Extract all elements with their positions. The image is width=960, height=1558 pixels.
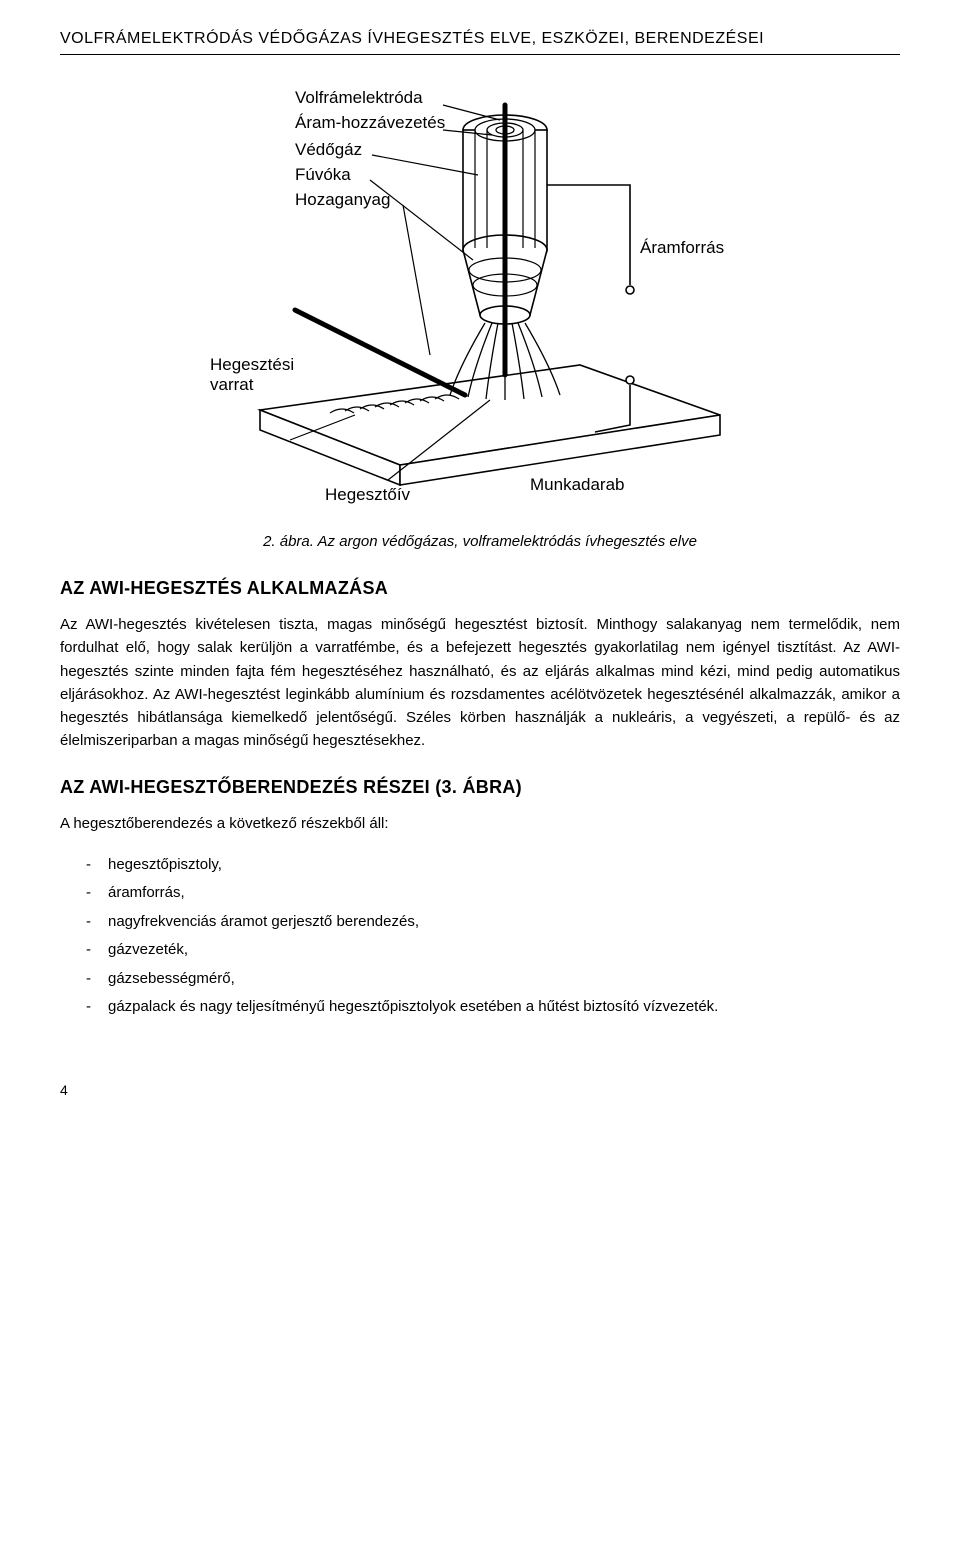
header-rule [60,54,900,55]
list-item: gázsebességmérő, [108,965,900,994]
figure-diagram: Volfrámelektróda Áram-hozzávezetés Védőg… [60,75,900,515]
section1-paragraph: Az AWI-hegesztés kivételesen tiszta, mag… [60,613,900,753]
label-hegesztesi-varrat-2: varrat [210,375,254,394]
welding-diagram-svg: Volfrámelektróda Áram-hozzávezetés Védőg… [200,75,760,515]
label-hegesztesi-varrat-1: Hegesztési [210,355,294,374]
section1-heading: AZ AWI-HEGESZTÉS ALKALMAZÁSA [60,578,900,599]
label-aramforras: Áramforrás [640,238,724,257]
list-item: áramforrás, [108,879,900,908]
label-hozaganyag: Hozaganyag [295,190,390,209]
label-munkadarab: Munkadarab [530,475,625,494]
section2-intro: A hegesztőberendezés a következő részekb… [60,812,900,835]
list-item: gázvezeték, [108,936,900,965]
label-fuvoka: Fúvóka [295,165,351,184]
list-item: gázpalack és nagy teljesítményű hegesztő… [108,993,900,1022]
list-item: hegesztőpisztoly, [108,851,900,880]
figure-caption: 2. ábra. Az argon védőgázas, volframelek… [60,533,900,550]
list-item: nagyfrekvenciás áramot gerjesztő berende… [108,908,900,937]
section2-heading: AZ AWI-HEGESZTŐBERENDEZÉS RÉSZEI (3. ÁBR… [60,777,900,798]
label-aram-hozzavezetes: Áram-hozzávezetés [295,113,445,132]
label-hegesztoiv: Hegesztőív [325,485,411,504]
filler-rod [295,310,465,395]
page-header-title: VOLFRÁMELEKTRÓDÁS VÉDŐGÁZAS ÍVHEGESZTÉS … [60,30,900,48]
label-volframelektroda: Volfrámelektróda [295,88,423,107]
page-number: 4 [60,1082,900,1098]
label-vedogaz: Védőgáz [295,140,362,159]
parts-list: hegesztőpisztoly, áramforrás, nagyfrekve… [60,851,900,1022]
